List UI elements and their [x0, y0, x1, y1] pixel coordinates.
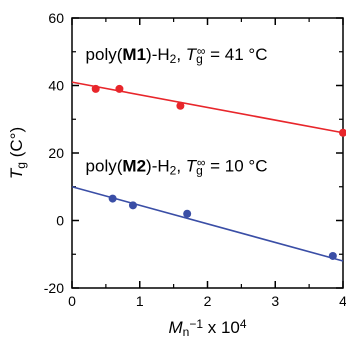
annotation-part: ∞	[197, 155, 206, 169]
x-axis-title-sup: −1	[189, 317, 203, 331]
annotation-part: ,	[176, 45, 185, 64]
series-2-point-4	[328, 251, 337, 260]
x-tick-label-3: 3	[271, 293, 279, 309]
y-axis-title-sub: g	[14, 162, 28, 169]
series-2-point-3	[183, 209, 192, 218]
y-tick-label--20: -20	[44, 280, 64, 296]
series-1-point-2	[115, 84, 124, 93]
x-axis-title: Mn−1 x 104	[168, 317, 246, 340]
y-tick-label-20: 20	[48, 145, 64, 161]
annotation-part: T	[186, 45, 198, 64]
annotation-part: M1	[122, 45, 146, 64]
annotation-part: T	[186, 157, 198, 176]
x-tick-label-2: 2	[204, 293, 212, 309]
annotation-part: g	[196, 164, 203, 178]
y-axis-title: Tg (C°)	[7, 127, 28, 179]
annotation-part: g	[196, 53, 203, 67]
series-1-point-1	[91, 84, 100, 93]
series-1-point-3	[176, 101, 185, 110]
annotation-part: )-H	[146, 45, 170, 64]
annotation-part: = 10 °C	[205, 157, 267, 176]
axis-ticks	[71, 17, 344, 289]
x-tick-label-1: 1	[136, 293, 144, 309]
series-2-annotation: poly(M2)-H2, Tg∞ = 10 °C	[86, 155, 268, 178]
series-1-fit-line	[71, 81, 344, 134]
annotation-part: = 41 °C	[205, 45, 267, 64]
x-axis-title-suffix: x 10	[203, 318, 240, 337]
y-axis-title-main: T	[7, 167, 26, 179]
series-layer	[71, 81, 346, 262]
series-2-point-1	[108, 194, 117, 203]
x-axis-title-main: M	[168, 318, 183, 337]
annotation-part: 2	[170, 164, 177, 178]
series-1	[71, 81, 346, 137]
series-2-point-2	[128, 201, 137, 210]
annotation-part: poly(	[86, 157, 123, 176]
y-tick-label-60: 60	[48, 10, 64, 26]
y-tick-label-0: 0	[56, 213, 64, 229]
x-axis-title-suffix-sup: 4	[240, 317, 247, 331]
x-axis-title-sub: n	[183, 325, 190, 339]
annotation-part: 2	[170, 53, 177, 67]
x-tick-label-0: 0	[68, 293, 76, 309]
annotation-part: M2	[122, 157, 146, 176]
series-2-fit-line	[71, 185, 344, 262]
series-1-point-4	[339, 128, 346, 137]
x-tick-label-4: 4	[339, 293, 346, 309]
annotation-part: ,	[176, 157, 185, 176]
annotation-part: poly(	[86, 45, 123, 64]
y-axis-title-suffix: (C°)	[7, 127, 26, 162]
annotation-part: )-H	[146, 157, 170, 176]
y-tick-label-40: 40	[48, 78, 64, 94]
series-2	[71, 185, 344, 262]
annotation-part: ∞	[197, 44, 206, 58]
series-1-annotation: poly(M1)-H2, Tg∞ = 41 °C	[86, 44, 268, 67]
